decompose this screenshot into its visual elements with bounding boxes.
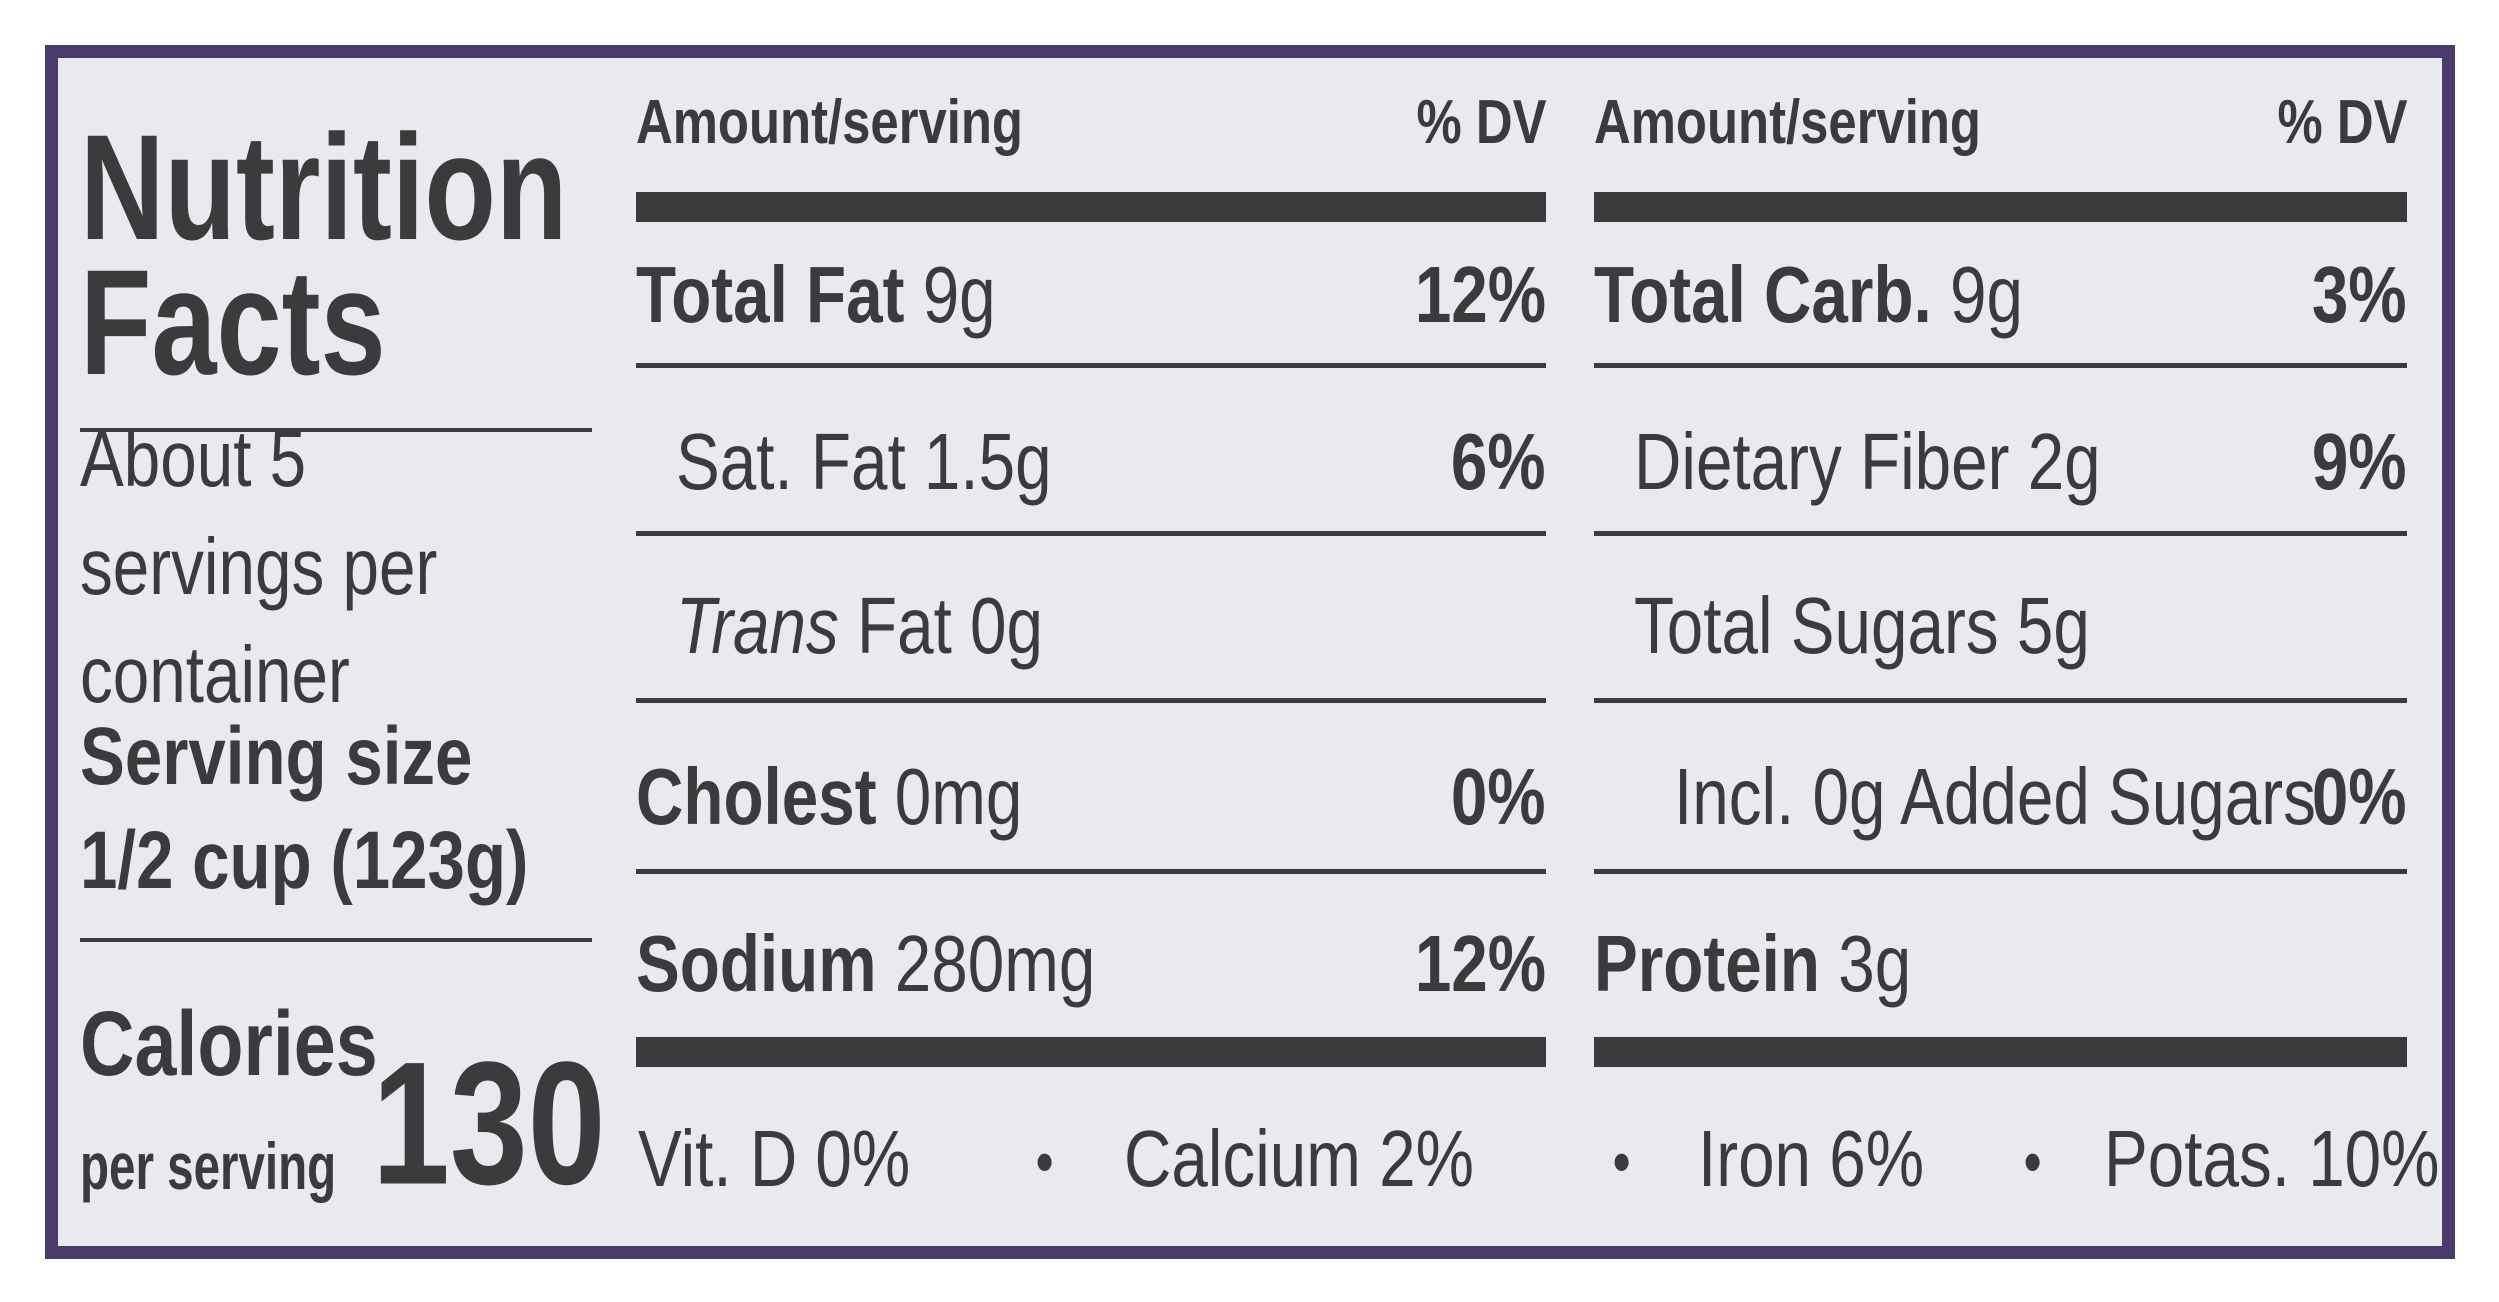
vitamin: Iron 6% [1698, 1114, 1925, 1203]
thick-bar [1594, 1037, 2407, 1067]
nutrient-name: Cholest [636, 752, 877, 841]
nutrient-amount: Dietary Fiber 2g [1634, 417, 2101, 506]
daily-value: 0% [2312, 752, 2407, 841]
nutrient-row: Protein 3g [1594, 924, 1911, 1004]
daily-value: 12% [1414, 250, 1546, 339]
vitamin: Potas. 10% [2104, 1114, 2440, 1203]
nutrient-amount: Sat. Fat 1.5g [676, 417, 1052, 506]
nutrient-amount: 280mg [894, 919, 1096, 1008]
daily-value: 3% [2312, 250, 2407, 339]
header-dv: % DV [2277, 88, 2407, 157]
nutrient-name: Trans [676, 581, 839, 670]
nutrient-row: Cholest 0mg [636, 757, 1022, 837]
header-dv: % DV [1416, 88, 1546, 157]
nutrient-row: Total Fat 9g [636, 255, 996, 335]
daily-value: 0% [1451, 752, 1546, 841]
vitamin: Calcium 2% [1124, 1114, 1474, 1203]
calories-value: 130 [372, 1026, 606, 1222]
title: Nutrition Facts [80, 103, 568, 406]
calories-label: Calories [80, 993, 378, 1095]
daily-value: 6% [1451, 417, 1546, 506]
nutrient-amount: 0mg [894, 752, 1023, 841]
row-line [636, 531, 1546, 536]
servings: About 5 servings per container [80, 414, 438, 719]
divider [80, 428, 592, 432]
nutrient-name: Protein [1594, 919, 1820, 1008]
row-line [636, 869, 1546, 874]
serving-size: 1/2 cup (123g) [80, 815, 529, 906]
nutrient-row: Incl. 0g Added Sugars [1674, 757, 2316, 837]
thick-bar [636, 192, 1546, 222]
row-line [1594, 869, 2407, 874]
nutrient-name: Sodium [636, 919, 877, 1008]
row-line [1594, 698, 2407, 703]
nutrient-amount: Fat 0g [857, 581, 1044, 670]
row-line [1594, 363, 2407, 368]
row-line [1594, 531, 2407, 536]
vitamin: Vit. D 0% [638, 1114, 911, 1203]
daily-value: 9% [2312, 417, 2407, 506]
nutrient-row: Dietary Fiber 2g [1634, 422, 2101, 502]
nutrient-row: Trans Fat 0g [676, 586, 1043, 666]
nutrient-name: Total Fat [636, 250, 905, 339]
header-amount: Amount/serving [636, 88, 1023, 157]
nutrient-amount: 3g [1838, 919, 1912, 1008]
nutrient-row: Total Sugars 5g [1634, 586, 2090, 666]
nutrient-amount: Total Sugars 5g [1634, 581, 2090, 670]
daily-value: 12% [1414, 919, 1546, 1008]
divider [80, 938, 592, 942]
nutrient-amount: 9g [922, 250, 996, 339]
bullet-dot: • [1036, 1128, 1054, 1195]
thick-bar [1594, 192, 2407, 222]
nutrient-row: Sodium 280mg [636, 924, 1095, 1004]
nutrient-name: Total Carb. [1594, 250, 1932, 339]
nutrient-amount: Incl. 0g Added Sugars [1674, 752, 2316, 841]
header-amount: Amount/serving [1594, 88, 1981, 157]
row-line [636, 698, 1546, 703]
nutrient-row: Total Carb. 9g [1594, 255, 2023, 335]
calories-per: per serving [80, 1129, 337, 1203]
nutrient-row: Sat. Fat 1.5g [676, 422, 1052, 502]
bullet-dot: • [1613, 1128, 1631, 1195]
serving-size-label: Serving size [80, 711, 473, 802]
row-line [636, 363, 1546, 368]
nutrient-amount: 9g [1949, 250, 2023, 339]
thick-bar [636, 1037, 1546, 1067]
bullet-dot: • [2024, 1128, 2042, 1195]
